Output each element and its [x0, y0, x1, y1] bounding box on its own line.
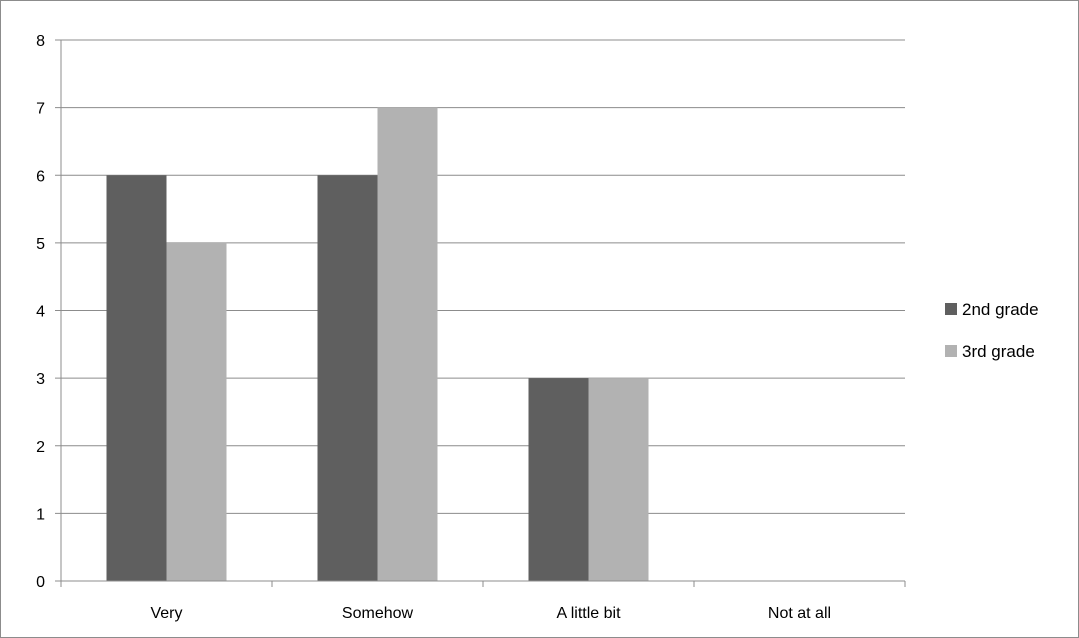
- y-tick-label: 4: [36, 304, 45, 321]
- y-tick-label: 1: [36, 506, 45, 523]
- y-tick-label: 7: [36, 101, 45, 118]
- legend: 2nd grade 3rd grade: [945, 300, 1039, 361]
- bar-series-2: [588, 378, 649, 581]
- legend-label: 3rd grade: [962, 342, 1035, 361]
- legend-swatch: [945, 303, 957, 315]
- x-axis-tick-labels: Very Somehow A little bit Not at all: [150, 605, 831, 622]
- x-tick-label: Somehow: [342, 605, 414, 622]
- y-tick-label: 6: [36, 168, 45, 185]
- y-tick-label: 8: [36, 33, 45, 50]
- bar-series-1: [106, 175, 167, 581]
- x-tick-label: Not at all: [768, 605, 831, 622]
- y-tick-label: 3: [36, 371, 45, 388]
- x-tick-label: A little bit: [556, 605, 621, 622]
- axes: [55, 39, 906, 587]
- bar-series-1: [528, 378, 589, 581]
- y-tick-label: 0: [36, 574, 45, 591]
- y-axis-tick-labels: 0 1 2 3 4 5 6 7 8: [36, 33, 45, 591]
- bars: [106, 107, 649, 581]
- bar-series-1: [317, 175, 378, 581]
- y-tick-label: 5: [36, 236, 45, 253]
- legend-swatch: [945, 345, 957, 357]
- x-tick-label: Very: [150, 605, 182, 622]
- bar-series-2: [377, 107, 438, 581]
- y-tick-label: 2: [36, 439, 45, 456]
- bar-series-2: [166, 242, 227, 581]
- legend-label: 2nd grade: [962, 300, 1039, 319]
